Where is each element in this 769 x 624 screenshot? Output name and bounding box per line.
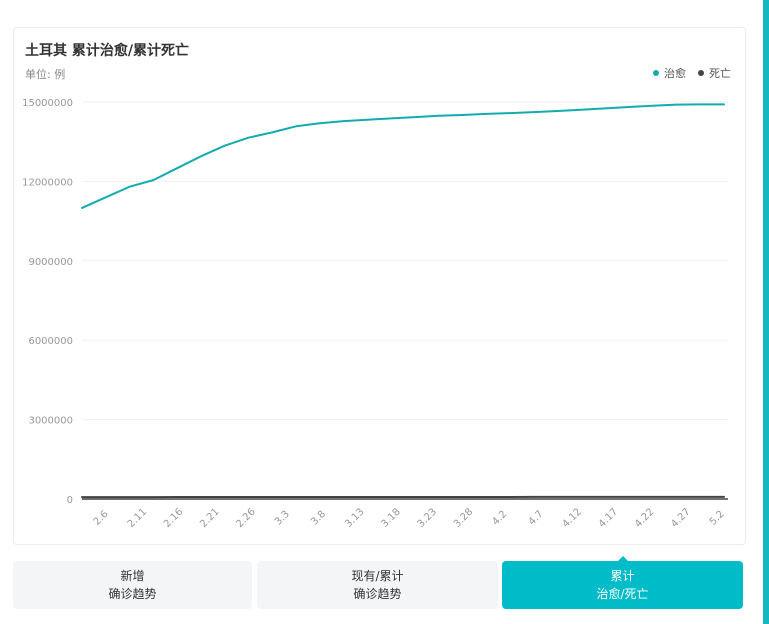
chart-tabs: 新增 确诊趋势 现有/累计 确诊趋势 累计 治愈/死亡 (13, 561, 743, 609)
active-tab-pointer (617, 556, 629, 562)
tab-label-line2: 确诊趋势 (353, 587, 402, 601)
legend-item-recovered[interactable]: 治愈 (653, 65, 686, 81)
series-recovered-line (81, 103, 725, 209)
legend-item-deaths[interactable]: 死亡 (698, 65, 731, 81)
line-chart: 0 3000000 6000000 9000000 12000000 15000000 2.… (22, 98, 728, 530)
x-tick-label: 3.18 (379, 506, 403, 530)
chart-card: 土耳其 累计治愈/累计死亡 单位: 例 治愈 死亡 0 3000000 600000… (13, 27, 746, 545)
legend-dot-deaths (698, 70, 704, 76)
y-tick-label: 3000000 (28, 416, 73, 427)
x-tick-label: 4.17 (597, 506, 621, 530)
y-tick-label: 15000000 (22, 98, 73, 109)
x-tick-label: 4.22 (633, 506, 657, 530)
legend-dot-recovered (653, 70, 659, 76)
x-tick-label: 3.13 (343, 506, 367, 530)
legend-label-deaths: 死亡 (709, 67, 731, 80)
x-tick-label: 4.12 (561, 506, 585, 530)
chart-title: 土耳其 累计治愈/累计死亡 (25, 43, 189, 59)
x-tick-label: 2.16 (162, 506, 186, 530)
x-tick-label: 5.2 (708, 509, 727, 528)
tab-cumulative-recovered-deaths[interactable]: 累计 治愈/死亡 (502, 561, 743, 609)
y-tick-label: 0 (67, 495, 73, 506)
x-tick-label: 3.3 (273, 509, 292, 528)
legend-label-recovered: 治愈 (664, 67, 686, 80)
x-tick-label: 2.26 (234, 506, 258, 530)
x-tick-label: 3.8 (309, 509, 328, 528)
y-tick-label: 6000000 (28, 336, 73, 347)
x-tick-label: 4.2 (490, 509, 509, 528)
unit-label: 单位: 例 (25, 68, 66, 81)
right-accent-bar (763, 0, 769, 624)
x-tick-label: 2.6 (92, 509, 111, 528)
tab-label-line1: 新增 (120, 569, 145, 583)
x-tick-label: 3.23 (416, 506, 440, 530)
x-tick-label: 2.21 (198, 506, 222, 530)
tab-label-line1: 现有/累计 (351, 569, 404, 583)
legend: 治愈 死亡 (653, 65, 731, 81)
x-tick-label: 2.11 (126, 506, 150, 530)
x-tick-label: 3.28 (452, 506, 476, 530)
y-tick-label: 12000000 (22, 177, 73, 188)
tab-current-cumulative-confirmed-trend[interactable]: 现有/累计 确诊趋势 (257, 561, 498, 609)
tab-label-line2: 确诊趋势 (108, 587, 157, 601)
tab-label-line1: 累计 (610, 569, 635, 583)
x-tick-label: 4.27 (669, 506, 693, 530)
x-tick-label: 4.7 (527, 509, 546, 528)
tab-label-line2: 治愈/死亡 (596, 587, 649, 601)
tab-new-confirmed-trend[interactable]: 新增 确诊趋势 (13, 561, 252, 609)
y-tick-label: 9000000 (28, 257, 73, 268)
